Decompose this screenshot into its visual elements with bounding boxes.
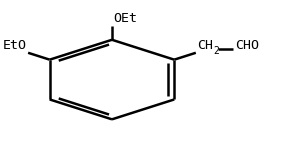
Text: CH: CH xyxy=(197,39,213,52)
Text: CHO: CHO xyxy=(235,39,259,52)
Text: OEt: OEt xyxy=(113,12,137,25)
Text: EtO: EtO xyxy=(3,39,27,52)
Text: 2: 2 xyxy=(213,46,219,56)
